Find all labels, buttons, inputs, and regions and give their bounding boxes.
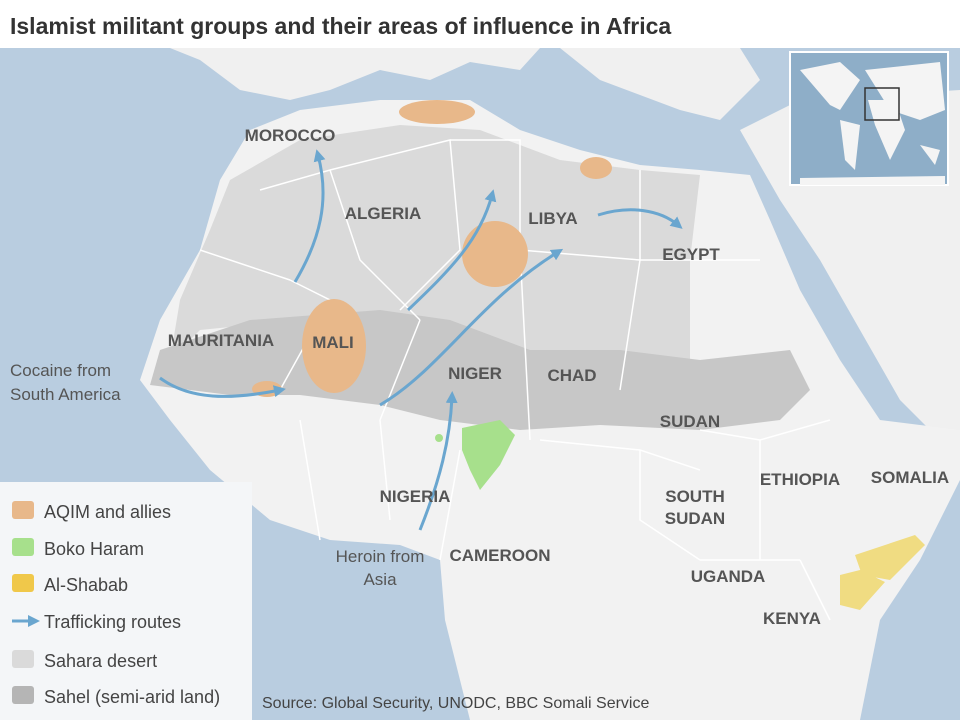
route — [293, 149, 326, 283]
legend-label: AQIM and allies — [44, 502, 171, 522]
country-label: CHAD — [547, 366, 596, 385]
route — [159, 376, 286, 398]
legend-panel — [0, 482, 252, 720]
boko-haram-area — [435, 434, 443, 442]
inset-land — [800, 62, 945, 185]
legend-label: Trafficking routes — [44, 612, 181, 632]
route — [379, 248, 564, 407]
legend-label: Sahara desert — [44, 651, 157, 671]
route — [406, 189, 497, 312]
legend-label: Al-Shabab — [44, 575, 128, 595]
legend-swatch — [12, 650, 34, 668]
country-label: SOUTH — [665, 487, 725, 506]
sahara — [170, 125, 700, 390]
aqim-area — [399, 100, 475, 124]
country-label: NIGERIA — [380, 487, 451, 506]
country-label: ETHIOPIA — [760, 470, 840, 489]
source: Source: Global Security, UNODC, BBC Soma… — [262, 695, 649, 712]
aqim-area — [462, 221, 528, 287]
al-shabab-area — [840, 535, 925, 610]
country-label: SUDAN — [660, 412, 720, 431]
route — [418, 391, 458, 531]
legend-swatch — [12, 501, 34, 519]
annotation: Asia — [363, 570, 397, 589]
country-label: CAMEROON — [449, 546, 550, 565]
country-label: UGANDA — [691, 567, 766, 586]
europe — [0, 48, 760, 120]
inset-frame — [864, 87, 900, 121]
title: Islamist militant groups and their areas… — [10, 13, 671, 39]
title-bar — [0, 0, 960, 48]
country-label: NIGER — [448, 364, 502, 383]
annotation: Heroin from — [336, 547, 425, 566]
country-label: SUDAN — [665, 509, 725, 528]
country-label: EGYPT — [662, 245, 720, 264]
legend-label: Sahel (semi-arid land) — [44, 687, 220, 707]
country-label: KENYA — [763, 609, 821, 628]
annotation: Cocaine from — [10, 361, 111, 380]
country-label: SOMALIA — [871, 468, 949, 487]
annotation: South America — [10, 385, 121, 404]
country-label: MALI — [312, 333, 354, 352]
route — [597, 208, 683, 229]
country-label: LIBYA — [528, 209, 577, 228]
aqim-area — [302, 299, 366, 393]
legend-swatch — [12, 574, 34, 592]
aqim-area — [580, 157, 612, 179]
legend-swatch — [12, 686, 34, 704]
country-label: ALGERIA — [345, 204, 422, 223]
country-label: MAURITANIA — [168, 331, 274, 350]
boko-haram-area — [462, 420, 515, 490]
legend-label: Boko Haram — [44, 539, 144, 559]
country-label: MOROCCO — [245, 126, 336, 145]
legend-swatch — [12, 538, 34, 556]
